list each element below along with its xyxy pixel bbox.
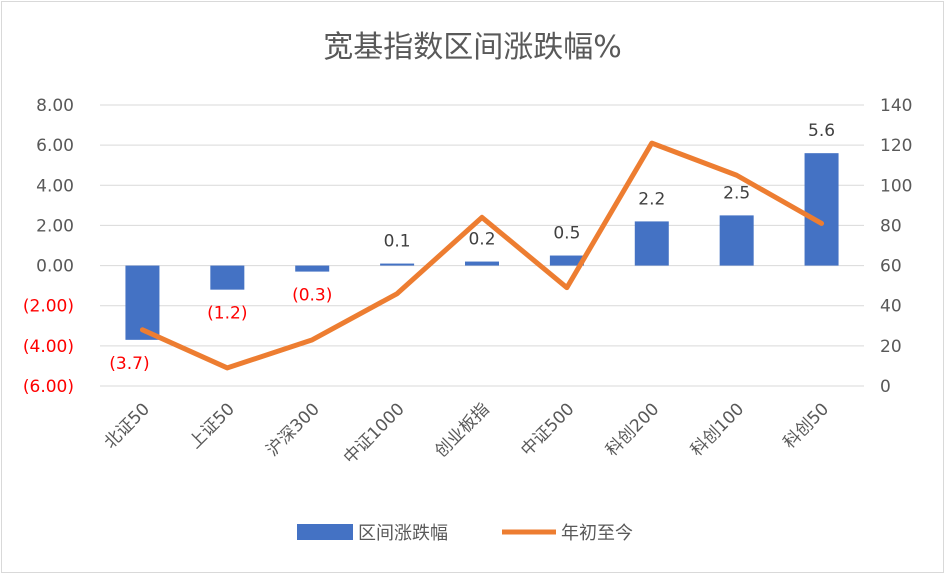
bar: [380, 263, 415, 266]
y-left-tick-label: (2.00): [23, 297, 74, 317]
x-category-label: 北证50: [100, 399, 153, 452]
y-right-tick-label: 20: [880, 337, 902, 357]
x-category-label: 科创50: [780, 399, 833, 452]
bar: [804, 153, 839, 266]
y-axis-left: 8.00 6.00 4.00 2.00 0.00 (2.00) (4.00) (6.00): [23, 96, 74, 397]
y-right-tick-label: 0: [880, 377, 891, 397]
legend-label-bar: 区间涨跌幅: [358, 523, 448, 544]
x-category-label: 创业板指: [431, 399, 493, 461]
bar-data-label: 0.5: [553, 224, 580, 244]
y-right-tick-label: 100: [880, 176, 912, 196]
bar-data-label: (0.3): [292, 286, 332, 306]
y-left-tick-label: (4.00): [23, 337, 74, 357]
x-category-label: 科创100: [687, 399, 748, 460]
bar: [210, 265, 245, 290]
bar-data-label: (3.7): [109, 354, 149, 374]
y-right-tick-label: 40: [880, 297, 902, 317]
y-right-tick-label: 80: [880, 216, 902, 236]
y-right-tick-label: 140: [880, 96, 912, 116]
bar: [719, 215, 754, 266]
x-category-label: 中证1000: [340, 399, 409, 468]
line-series: [139, 140, 825, 371]
legend-swatch-bar: [297, 524, 353, 540]
data-labels: (3.7) (1.2) (0.3) 0.1 0.2 0.5 2.2 2.5 5.6: [109, 121, 835, 374]
y-axis-right: 140 120 100 80 60 40 20 0: [880, 96, 912, 397]
y-right-tick-label: 60: [880, 257, 902, 277]
y-left-tick-label: 4.00: [36, 176, 74, 196]
bar-data-label: (1.2): [207, 304, 247, 324]
y-left-tick-label: 8.00: [36, 96, 74, 116]
x-category-label: 科创200: [602, 399, 663, 460]
y-left-tick-label: (6.00): [23, 377, 74, 397]
bar-data-label: 2.5: [723, 183, 750, 203]
y-right-tick-label: 120: [880, 136, 912, 156]
bar-data-label: 0.2: [468, 230, 495, 250]
x-category-label: 中证500: [517, 399, 578, 460]
chart-title: 宽基指数区间涨跌幅%: [323, 30, 622, 65]
legend: 区间涨跌幅 年初至今: [297, 523, 633, 544]
bar: [634, 221, 669, 266]
y-left-tick-label: 0.00: [36, 257, 74, 277]
y-left-tick-label: 2.00: [36, 216, 74, 236]
bar: [295, 265, 330, 272]
bar-data-label: 2.2: [638, 189, 665, 209]
bar-data-label: 5.6: [808, 121, 835, 141]
bar: [465, 261, 499, 266]
bar-data-label: 0.1: [384, 232, 411, 252]
x-category-label: 上证50: [185, 399, 238, 452]
x-category-label: 沪深300: [263, 399, 324, 460]
x-axis-categories: 北证50 上证50 沪深300 中证1000 创业板指 中证500 科创200 科创100 科创…: [100, 399, 833, 468]
y-left-tick-label: 6.00: [36, 136, 74, 156]
bar: [549, 255, 584, 266]
legend-label-line: 年初至今: [561, 523, 633, 544]
bar-series: [125, 153, 839, 340]
